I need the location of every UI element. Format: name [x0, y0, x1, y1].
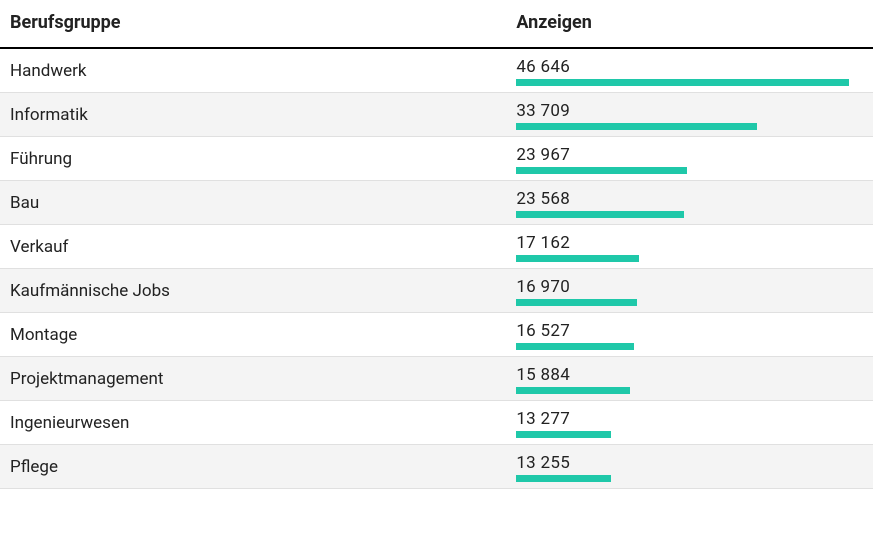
value-text: 13 277: [516, 409, 863, 429]
table-row: Informatik 33 709: [0, 93, 873, 137]
value-cell: 16 527: [506, 313, 873, 357]
value-cell: 15 884: [506, 357, 873, 401]
header-category: Berufsgruppe: [0, 0, 506, 48]
bar-track: [516, 211, 863, 218]
bar-track: [516, 79, 863, 86]
value-text: 13 255: [516, 453, 863, 473]
category-cell: Pflege: [0, 445, 506, 489]
value-text: 15 884: [516, 365, 863, 385]
bar-track: [516, 255, 863, 262]
table-row: Montage 16 527: [0, 313, 873, 357]
bar-track: [516, 123, 863, 130]
category-cell: Montage: [0, 313, 506, 357]
bar-fill: [516, 123, 757, 130]
job-categories-table: Berufsgruppe Anzeigen Handwerk 46 646 Info…: [0, 0, 873, 489]
table-body: Handwerk 46 646 Informatik 33 709 Führung 23 …: [0, 48, 873, 489]
value-cell: 17 162: [506, 225, 873, 269]
bar-fill: [516, 299, 637, 306]
category-cell: Projektmanagement: [0, 357, 506, 401]
bar-track: [516, 475, 863, 482]
value-cell: 16 970: [506, 269, 873, 313]
header-value: Anzeigen: [506, 0, 873, 48]
bar-fill: [516, 343, 634, 350]
bar-fill: [516, 475, 611, 482]
table-row: Bau 23 568: [0, 181, 873, 225]
value-text: 17 162: [516, 233, 863, 253]
value-cell: 13 255: [506, 445, 873, 489]
table-row: Verkauf 17 162: [0, 225, 873, 269]
bar-fill: [516, 387, 629, 394]
table-header-row: Berufsgruppe Anzeigen: [0, 0, 873, 48]
bar-fill: [516, 211, 684, 218]
value-text: 23 568: [516, 189, 863, 209]
bar-fill: [516, 79, 849, 86]
category-cell: Bau: [0, 181, 506, 225]
value-text: 33 709: [516, 101, 863, 121]
table-row: Projektmanagement 15 884: [0, 357, 873, 401]
bar-fill: [516, 431, 611, 438]
category-cell: Ingenieurwesen: [0, 401, 506, 445]
table-row: Pflege 13 255: [0, 445, 873, 489]
bar-track: [516, 343, 863, 350]
bar-track: [516, 387, 863, 394]
table-row: Führung 23 967: [0, 137, 873, 181]
value-cell: 23 967: [506, 137, 873, 181]
value-text: 23 967: [516, 145, 863, 165]
value-cell: 23 568: [506, 181, 873, 225]
bar-fill: [516, 167, 687, 174]
category-cell: Führung: [0, 137, 506, 181]
category-cell: Informatik: [0, 93, 506, 137]
category-cell: Handwerk: [0, 48, 506, 93]
value-text: 16 527: [516, 321, 863, 341]
bar-track: [516, 299, 863, 306]
category-cell: Verkauf: [0, 225, 506, 269]
value-cell: 46 646: [506, 48, 873, 93]
bar-fill: [516, 255, 638, 262]
category-cell: Kaufmännische Jobs: [0, 269, 506, 313]
table-row: Ingenieurwesen 13 277: [0, 401, 873, 445]
bar-track: [516, 431, 863, 438]
value-text: 16 970: [516, 277, 863, 297]
table-row: Handwerk 46 646: [0, 48, 873, 93]
value-cell: 13 277: [506, 401, 873, 445]
bar-track: [516, 167, 863, 174]
value-cell: 33 709: [506, 93, 873, 137]
table-row: Kaufmännische Jobs 16 970: [0, 269, 873, 313]
value-text: 46 646: [516, 57, 863, 77]
